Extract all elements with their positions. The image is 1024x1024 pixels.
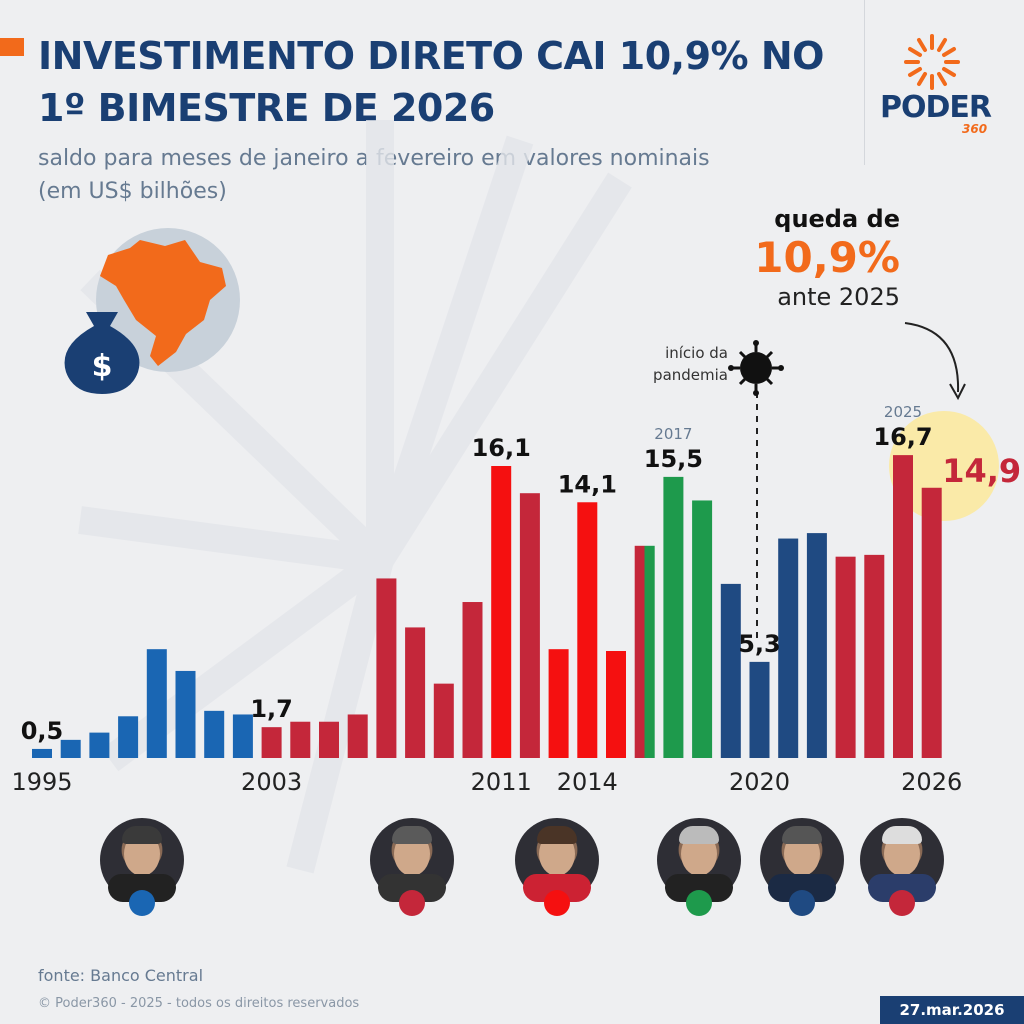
president-hair xyxy=(537,826,577,844)
party-color-dot xyxy=(686,890,712,916)
value-label-2026: 14,9 xyxy=(942,452,1021,490)
callout-line-1: queda de xyxy=(774,205,900,233)
party-color-dot xyxy=(889,890,915,916)
president-photo-5 xyxy=(760,818,844,916)
logo-number: 360 xyxy=(962,122,988,136)
bar-2005 xyxy=(319,721,339,758)
x-tick-2020: 2020 xyxy=(729,768,790,796)
bar-1995 xyxy=(32,748,52,758)
callout-arrow-head xyxy=(949,383,966,401)
pandemic-label-line-1: início da xyxy=(665,344,728,362)
president-hair xyxy=(122,826,162,844)
brazil-map-icon xyxy=(100,240,226,366)
drop-callout: queda de 10,9% ante 2025 xyxy=(730,205,900,311)
copyright-note: © Poder360 - 2025 - todos os direitos re… xyxy=(38,996,360,1011)
party-color-dot xyxy=(129,890,155,916)
bar-2015 xyxy=(606,650,626,758)
year-notes-group: 2017 2025 xyxy=(654,403,922,443)
chart-title: INVESTIMENTO DIRETO CAI 10,9% NO 1º BIME… xyxy=(38,34,824,130)
bar-2001 xyxy=(204,710,225,758)
money-bag-icon: $ xyxy=(64,312,140,394)
president-photo-4 xyxy=(657,818,741,916)
x-tick-1995: 1995 xyxy=(11,768,72,796)
bar-2002 xyxy=(232,714,253,758)
president-hair xyxy=(392,826,432,844)
bar-2025 xyxy=(893,455,913,758)
x-tick-2003: 2003 xyxy=(241,768,302,796)
title-accent-bar xyxy=(0,38,24,56)
value-label-2011: 16,1 xyxy=(472,434,531,462)
bar-1997 xyxy=(89,732,110,758)
value-label-2025: 16,7 xyxy=(873,423,932,451)
bar-2009 xyxy=(433,683,454,758)
president-photo-6 xyxy=(860,818,944,916)
highlight-circle-2026 xyxy=(889,411,999,521)
bar-2004 xyxy=(290,721,311,758)
poder360-logo: PODER 360 xyxy=(872,30,1002,140)
x-tick-2014: 2014 xyxy=(557,768,618,796)
bars-group xyxy=(32,455,942,758)
callout-line-2: 10,9% xyxy=(754,233,900,282)
value-label-2020: 5,3 xyxy=(738,630,781,658)
bar-1998 xyxy=(118,716,139,758)
value-label-2017: 15,5 xyxy=(644,445,703,473)
bar-2026 xyxy=(921,487,942,758)
party-color-dot xyxy=(789,890,815,916)
president-photo-1 xyxy=(100,818,184,916)
value-label-2003: 1,7 xyxy=(250,695,293,723)
virus-icon xyxy=(728,340,784,396)
x-tick-2011: 2011 xyxy=(471,768,532,796)
bar-2011 xyxy=(491,466,512,758)
president-photo-2 xyxy=(370,818,454,916)
svg-text:$: $ xyxy=(92,349,113,384)
bar-2021 xyxy=(778,538,799,758)
bar-2010 xyxy=(462,602,483,758)
source-note: fonte: Banco Central xyxy=(38,966,204,985)
bar-2008 xyxy=(405,627,426,758)
callout-line-3: ante 2025 xyxy=(777,283,900,311)
bar-2024 xyxy=(864,554,885,758)
x-tick-labels-group: 1995 2003 2011 2014 2020 2026 xyxy=(11,768,962,796)
year-note-2017: 2017 xyxy=(654,425,692,443)
bar-2003 xyxy=(261,727,282,758)
value-label-1995: 0,5 xyxy=(21,717,64,745)
bar-2017 xyxy=(663,476,684,758)
bar-2019 xyxy=(720,583,741,758)
logo-divider xyxy=(864,0,865,165)
value-label-2014: 14,1 xyxy=(558,470,617,498)
bar-2006 xyxy=(347,714,368,758)
value-labels-group: 0,5 1,7 16,1 14,1 15,5 5,3 16,7 14,9 xyxy=(21,423,1021,745)
logo-word: PODER xyxy=(880,90,992,125)
party-color-dot xyxy=(544,890,570,916)
bar-2023 xyxy=(835,556,856,758)
bar-2007 xyxy=(376,578,397,758)
president-hair xyxy=(679,826,719,844)
pandemic-annotation: início da pandemia xyxy=(620,342,728,386)
president-hair xyxy=(782,826,822,844)
sun-icon xyxy=(904,34,960,90)
president-hair xyxy=(882,826,922,844)
bar-2014 xyxy=(577,502,598,758)
callout-arrow xyxy=(904,322,960,393)
x-tick-2026: 2026 xyxy=(901,768,962,796)
pandemic-label-line-2: pandemia xyxy=(653,366,728,384)
president-photo-3 xyxy=(515,818,599,916)
bar-1999 xyxy=(146,649,167,758)
bar-2018 xyxy=(692,500,713,758)
bar-2022 xyxy=(806,533,827,758)
brazil-map-illustration: $ xyxy=(64,228,240,394)
bar-2000 xyxy=(175,670,196,758)
date-badge: 27.mar.2026 xyxy=(880,996,1024,1024)
bar-2012 xyxy=(519,493,540,758)
bar-2016 xyxy=(634,545,655,758)
year-note-2025: 2025 xyxy=(884,403,922,421)
bar-2020 xyxy=(749,661,770,758)
party-color-dot xyxy=(399,890,425,916)
bar-2013 xyxy=(548,649,569,758)
bar-1996 xyxy=(60,739,81,758)
